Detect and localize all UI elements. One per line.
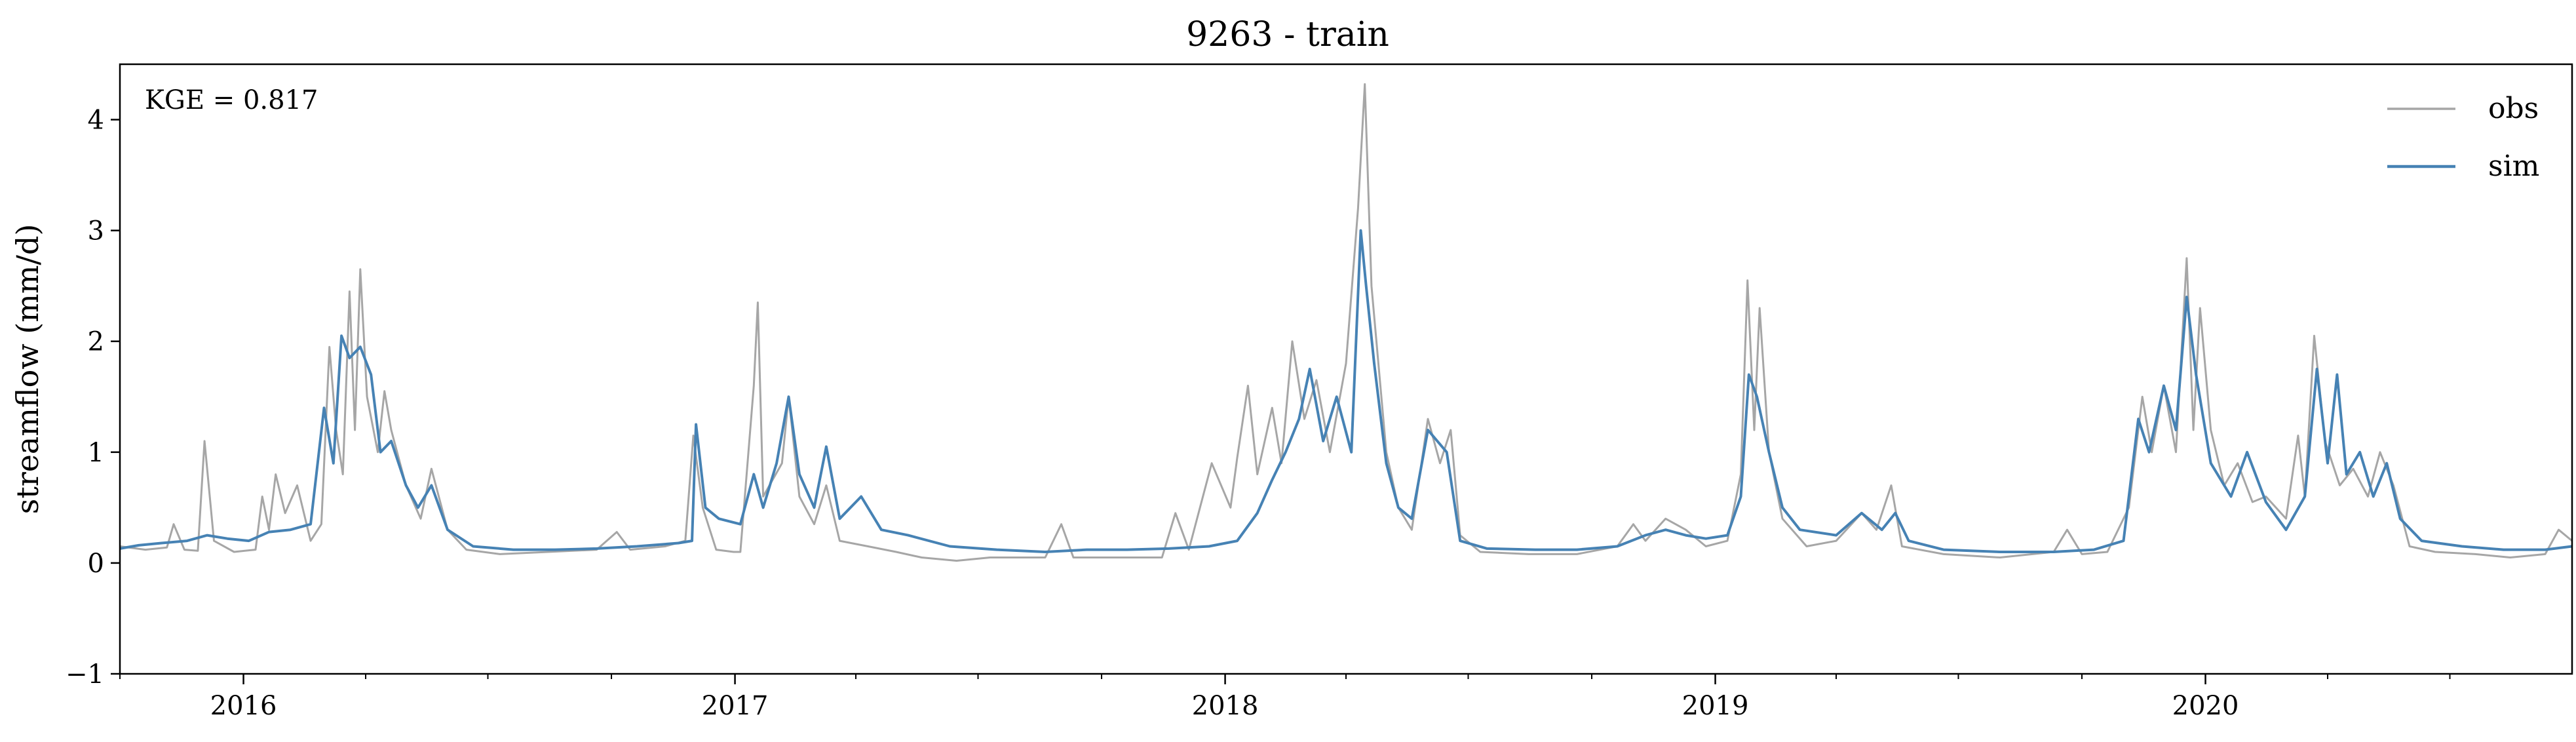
y-tick-label: 0 (88, 549, 104, 579)
x-tick-label: 2020 (2172, 691, 2239, 721)
kge-annotation: KGE = 0.817 (145, 85, 318, 115)
legend: obs sim (2387, 92, 2539, 183)
legend-label-obs: obs (2488, 92, 2539, 125)
chart-title: 9263 - train (1186, 15, 1389, 54)
plot-series (120, 84, 2572, 560)
x-tick-label: 2016 (210, 691, 277, 721)
y-tick-label: 2 (88, 327, 104, 357)
x-tick-label: 2018 (1192, 691, 1259, 721)
y-tick-label: −1 (66, 659, 104, 690)
y-tick-label: 1 (88, 438, 104, 468)
plot-frame (120, 64, 2572, 674)
x-tick-label: 2017 (702, 691, 769, 721)
series-line-sim (120, 231, 2572, 552)
x-axis: 2016 2017 2018 2019 2020 (120, 674, 2450, 721)
y-tick-label: 3 (88, 216, 104, 246)
legend-label-sim: sim (2488, 149, 2539, 183)
y-axis: −1 0 1 2 3 4 (66, 106, 120, 690)
series-line-obs (120, 84, 2572, 560)
y-axis-label: streamflow (mm/d) (10, 224, 45, 515)
y-tick-label: 4 (88, 106, 104, 136)
x-tick-label: 2019 (1682, 691, 1749, 721)
